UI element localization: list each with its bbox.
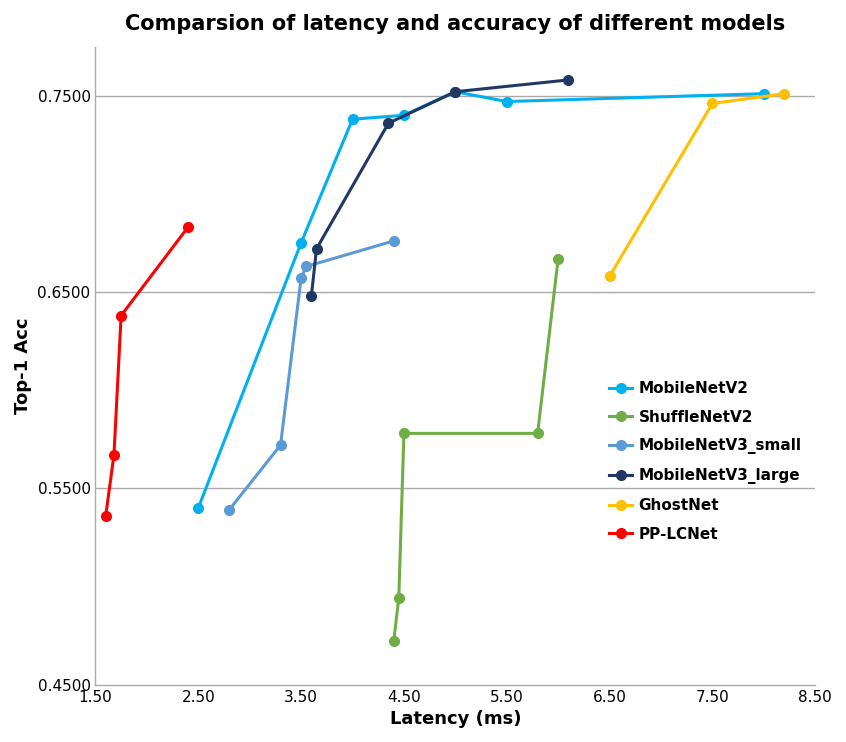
Legend: MobileNetV2, ShuffleNetV2, MobileNetV3_small, MobileNetV3_large, GhostNet, PP-LC: MobileNetV2, ShuffleNetV2, MobileNetV3_s… bbox=[603, 375, 808, 548]
X-axis label: Latency (ms): Latency (ms) bbox=[390, 710, 521, 728]
Y-axis label: Top-1 Acc: Top-1 Acc bbox=[14, 318, 32, 414]
Title: Comparsion of latency and accuracy of different models: Comparsion of latency and accuracy of di… bbox=[125, 14, 785, 34]
